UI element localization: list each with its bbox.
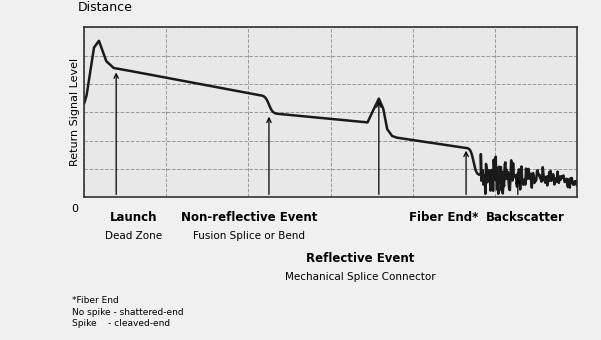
Y-axis label: Return Signal Level: Return Signal Level	[70, 58, 80, 166]
Text: Reflective Event: Reflective Event	[306, 252, 414, 265]
Text: Mechanical Splice Connector: Mechanical Splice Connector	[285, 272, 436, 282]
Text: 0: 0	[72, 204, 79, 214]
Text: *Fiber End
No spike - shattered-end
Spike    - cleaved-end: *Fiber End No spike - shattered-end Spik…	[72, 296, 184, 328]
Text: Dead Zone: Dead Zone	[105, 231, 162, 241]
Text: Fiber End*: Fiber End*	[409, 211, 478, 224]
Text: Fusion Splice or Bend: Fusion Splice or Bend	[194, 231, 305, 241]
Text: Launch: Launch	[109, 211, 157, 224]
Text: Non-reflective Event: Non-reflective Event	[181, 211, 317, 224]
Text: Distance: Distance	[78, 1, 133, 14]
Text: Backscatter: Backscatter	[486, 211, 565, 224]
